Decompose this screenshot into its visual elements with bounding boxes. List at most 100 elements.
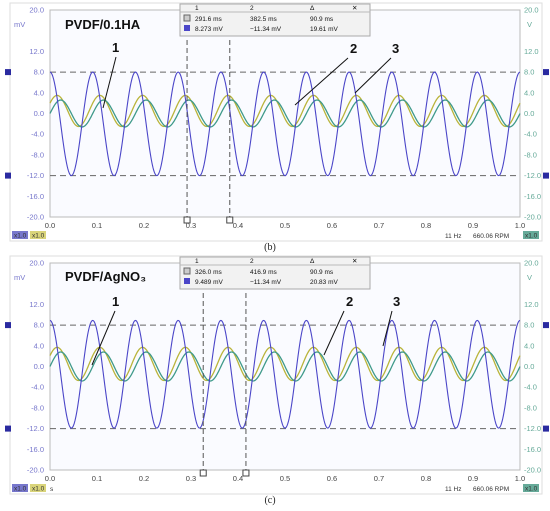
panel-c-cursor-handle-1[interactable] — [199, 469, 207, 477]
panel-b-series-2 — [49, 99, 521, 128]
panel-b-footer-ch-a-badge[interactable] — [12, 231, 28, 239]
panel-c-footer-right-badge[interactable] — [523, 484, 539, 492]
panel-b-ref-marker-left[interactable] — [5, 172, 11, 179]
panel-c-x-tick: 0.8 — [421, 474, 431, 483]
panel-c-cursor-handle-2[interactable] — [242, 469, 250, 477]
panel-c-footer-ch-a-badge[interactable] — [12, 484, 28, 492]
panel-b: PVDF/0.1HA (b) mV V 1 2 Δ 291.6 ms 382.5… — [5, 2, 549, 253]
panel-c-y-tick-left: 20.0 — [29, 259, 44, 268]
panel-b-ref-marker-right[interactable] — [543, 69, 549, 76]
panel-b-x-tick: 0.5 — [280, 221, 290, 230]
panel-b-y-tick-right: 8.0 — [524, 68, 534, 77]
panel-b-y-tick-right: -16.0 — [524, 192, 541, 201]
panel-b-meas-r2-c1: 8.273 mV — [195, 26, 223, 33]
panel-c-meas-head-2: 2 — [250, 258, 254, 265]
panel-c-footer-ch-b-badge[interactable] — [30, 484, 46, 492]
panel-b-y-tick-right: -12.0 — [524, 171, 541, 180]
panel-b-y-tick-right: 12.0 — [524, 47, 539, 56]
panel-c-y-tick-left: -20.0 — [27, 466, 44, 475]
panel-c-footer-status-b: x1.0 — [32, 486, 45, 493]
panel-b-callout-3-leader — [354, 57, 392, 94]
panel-c-y-tick-right: -12.0 — [524, 424, 541, 433]
panel-c-y-tick-right: -8.0 — [524, 403, 537, 412]
panel-c-meas-row1-marker — [183, 267, 191, 275]
panel-b-x-tick: 0.4 — [233, 221, 243, 230]
panel-c-y-tick-right: -4.0 — [524, 383, 537, 392]
panel-c-y-tick-right: -16.0 — [524, 445, 541, 454]
panel-b-plot: 20.012.08.04.00.0-4.0-8.0-12.0-16.0-20.0… — [5, 6, 549, 230]
panel-c-x-tick: 0.4 — [233, 474, 243, 483]
panel-b-ref-marker-right[interactable] — [543, 172, 549, 179]
panel-b-series-3 — [49, 71, 521, 177]
panel-b-x-tick: 0.3 — [186, 221, 196, 230]
panel-b-meas-bg — [179, 3, 371, 37]
panel-b-y-tick-left: -4.0 — [31, 130, 44, 139]
panel-b-y-tick-left: -12.0 — [27, 171, 44, 180]
panel-c-ref-marker-left[interactable] — [5, 425, 11, 432]
panel-b-title: PVDF/0.1HA — [65, 17, 141, 32]
panel-b-footer-right: x1.0 — [525, 233, 538, 240]
panel-c-y-tick-left: 12.0 — [29, 300, 44, 309]
panel-b-y-unit-right: V — [527, 20, 532, 29]
panel-c-callout-3-leader — [382, 310, 393, 347]
panel-b-y-tick-right: 20.0 — [524, 6, 539, 15]
panel-c-footer-rpm: 660.06 RPM — [473, 486, 509, 493]
panel-c-y-unit-left: mV — [14, 273, 25, 282]
panel-b-x-tick: 0.7 — [374, 221, 384, 230]
panel-c-y-tick-right: 20.0 — [524, 259, 539, 268]
panel-b-x-tick: 0.1 — [92, 221, 102, 230]
panel-b-y-tick-right: -8.0 — [524, 150, 537, 159]
panel-b-y-tick-left: 4.0 — [34, 88, 44, 97]
panel-b-cursor-handle-1[interactable] — [183, 216, 191, 224]
panel-b-x-tick: 0.9 — [468, 221, 478, 230]
panel-b-x-tick: 1.0 — [515, 221, 525, 230]
panel-b-x-tick: 0.8 — [421, 221, 431, 230]
panel-b-ref-marker-left[interactable] — [5, 69, 11, 76]
panel-c-ref-marker-right[interactable] — [543, 425, 549, 432]
panel-b-footer-freq: 11 Hz — [445, 233, 462, 240]
panel-c-y-tick-left: -12.0 — [27, 424, 44, 433]
panel-b-measurement-box[interactable]: 1 2 Δ 291.6 ms 382.5 ms 90.9 ms 8.273 mV… — [179, 3, 371, 37]
panel-c-measurement-box[interactable]: 1 2 Δ 326.0 ms 416.9 ms 90.9 ms 9.489 mV… — [179, 256, 371, 290]
panel-c-caption: (c) — [264, 495, 275, 506]
panel-c-callout-3: 3 — [393, 294, 400, 309]
panel-b-footer-status-b: x1.0 — [32, 233, 45, 240]
panel-b-footer-right-badge[interactable] — [523, 231, 539, 239]
panel-b-meas-r2-c2: −11.34 mV — [250, 26, 282, 33]
panel-c-plot: 20.012.08.04.00.0-4.0-8.0-12.0-16.0-20.0… — [5, 259, 549, 483]
panel-c-y-tick-right: -20.0 — [524, 466, 541, 475]
panel-b-callout-2-leader — [294, 57, 349, 106]
panel-c-meas-close-icon[interactable]: ✕ — [352, 258, 357, 265]
panel-b-footer-rpm: 660.06 RPM — [473, 233, 509, 240]
panel-b-y-tick-right: -20.0 — [524, 213, 541, 222]
panel-c-ref-marker-right[interactable] — [543, 322, 549, 329]
panel-b-meas-r2-c3: 19.61 mV — [310, 26, 338, 33]
panel-c-footer-freq: 11 Hz — [445, 486, 462, 493]
panel-b-footer-ch-b-badge[interactable] — [30, 231, 46, 239]
panel-c-x-tick: 0.6 — [327, 474, 337, 483]
panel-c-series-3 — [49, 319, 521, 429]
panel-b-caption: (b) — [264, 242, 276, 253]
panel-b-y-tick-left: -20.0 — [27, 213, 44, 222]
panel-b-meas-head-1: 1 — [195, 5, 199, 12]
panel-b-y-tick-left: 12.0 — [29, 47, 44, 56]
panel-c-y-tick-left: 0.0 — [34, 362, 44, 371]
panel-c-y-tick-right: 0.0 — [524, 362, 534, 371]
panel-c-callout-2-leader — [323, 310, 345, 356]
panel-c-footer-right: x1.0 — [525, 486, 538, 493]
panel-b-y-tick-left: 8.0 — [34, 68, 44, 77]
panel-b-x-tick: 0.6 — [327, 221, 337, 230]
panel-c-footer-status-a: x1.0 — [14, 486, 27, 493]
panel-c-ref-marker-left[interactable] — [5, 322, 11, 329]
panel-c-meas-r1-c3: 90.9 ms — [310, 269, 334, 276]
panel-c-y-unit-right: V — [527, 273, 532, 282]
panel-b-cursor-handle-2[interactable] — [226, 216, 234, 224]
panel-c-y-tick-left: -16.0 — [27, 445, 44, 454]
panel-b-meas-close-icon[interactable]: ✕ — [352, 5, 357, 12]
panel-c: PVDF/AgNO₃ (c) mV V 1 2 Δ 326.0 ms 416.9… — [5, 255, 549, 506]
panel-b-y-tick-left: -8.0 — [31, 150, 44, 159]
panel-c-meas-r2-c1: 9.489 mV — [195, 279, 223, 286]
panel-c-x-tick: 0.3 — [186, 474, 196, 483]
panel-c-meas-head-3: Δ — [310, 258, 315, 265]
panel-c-title: PVDF/AgNO₃ — [65, 269, 146, 284]
